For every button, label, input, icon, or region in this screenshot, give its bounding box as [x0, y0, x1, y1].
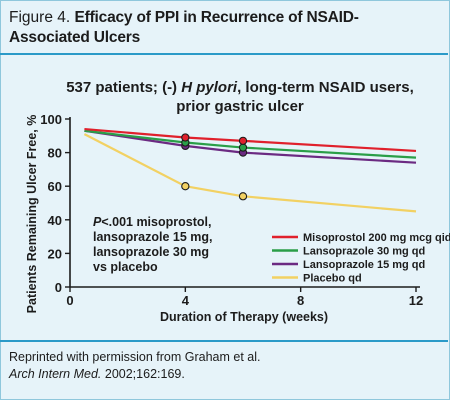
credit-journal: Arch Intern Med.: [9, 367, 102, 381]
credit-divider: [0, 340, 448, 342]
y-tick-label: 100: [40, 112, 62, 127]
series-line: [83, 133, 417, 213]
series-marker: [238, 136, 248, 145]
annotation-line-4: vs placebo: [93, 260, 158, 274]
x-axis-label: Duration of Therapy (weeks): [160, 310, 328, 324]
series-marker: [181, 133, 190, 142]
x-tick-label: 0: [66, 293, 73, 308]
series-line: [84, 129, 417, 159]
x-tick-label: 4: [182, 293, 190, 308]
credit-citation: 2002;162:169.: [101, 367, 185, 381]
subtitle-text-em: H pylori: [181, 79, 238, 96]
annotation-line-3: lansoprazole 30 mg: [93, 245, 209, 259]
y-tick-label: 0: [55, 280, 62, 295]
series-marker: [181, 182, 190, 191]
title-divider: [0, 53, 448, 55]
chart-subtitle: 537 patients; (-) H pylori, long-term NS…: [60, 78, 420, 116]
y-tick-label: 20: [48, 246, 62, 261]
annotation-line-1: P<.001 misoprostol,: [93, 215, 211, 229]
series-marker: [238, 143, 248, 152]
figure-title: Figure 4. Efficacy of PPI in Recurrence …: [9, 8, 429, 48]
subtitle-line-2: prior gastric ulcer: [176, 98, 304, 115]
annotation-line-2: lansoprazole 15 mg,: [93, 230, 212, 244]
y-tick-label: 60: [48, 179, 62, 194]
credit-text: Reprinted with permission from Graham et…: [9, 349, 439, 383]
y-tick-label: 40: [48, 213, 62, 228]
y-axis-label: Patients Remaining Ulcer Free, %: [25, 115, 39, 314]
series-line: [84, 127, 417, 153]
legend-label: Lansoprazole 15 mg qd: [303, 259, 425, 271]
series-marker: [238, 192, 248, 201]
y-tick-label: 80: [48, 146, 62, 161]
subtitle-text-a: 537 patients; (-): [66, 79, 182, 96]
credit-line-1: Reprinted with permission from Graham et…: [9, 350, 261, 364]
x-tick-label: 8: [297, 293, 304, 308]
x-tick-label: 12: [409, 293, 423, 308]
legend-label: Placebo qd: [303, 273, 362, 285]
legend-label: Misoprostol 200 mg mcg qid: [303, 232, 450, 244]
figure-label: Figure 4.: [9, 9, 71, 26]
series-line: [84, 129, 417, 164]
subtitle-text-b: , long-term NSAID users,: [237, 79, 414, 96]
figure-heading: Efficacy of PPI in Recurrence of NSAID-A…: [9, 9, 359, 46]
legend-label: Lansoprazole 30 mg qd: [303, 246, 425, 258]
